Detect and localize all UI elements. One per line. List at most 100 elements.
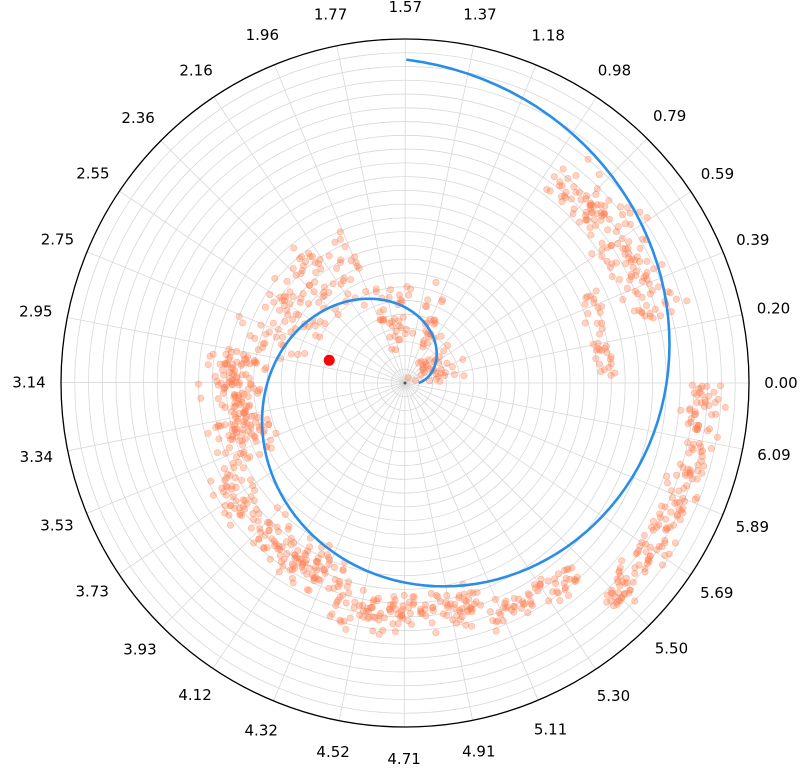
scatter-point: [583, 293, 591, 301]
scatter-point: [331, 576, 339, 584]
scatter-point: [686, 469, 694, 477]
scatter-point: [572, 188, 580, 196]
scatter-point: [636, 258, 644, 266]
scatter-point: [206, 352, 214, 360]
scatter-point: [556, 597, 564, 605]
scatter-point: [430, 317, 438, 325]
scatter-point: [562, 188, 570, 196]
scatter-point: [311, 564, 319, 572]
scatter-point: [626, 586, 634, 594]
scatter-point: [303, 570, 311, 578]
scatter-point: [305, 249, 313, 257]
scatter-point: [328, 610, 336, 618]
scatter-point: [439, 610, 447, 618]
scatter-point: [249, 482, 257, 490]
scatter-point: [223, 361, 231, 369]
scatter-point: [374, 594, 382, 602]
scatter-point: [497, 611, 505, 619]
scatter-point: [304, 300, 312, 308]
scatter-point: [306, 253, 314, 261]
scatter-point: [251, 434, 259, 442]
scatter-point: [695, 440, 703, 448]
scatter-point: [648, 523, 656, 531]
scatter-point: [369, 627, 377, 635]
scatter-point: [434, 372, 442, 380]
angular-gridline: [404, 138, 648, 384]
scatter-point: [419, 365, 427, 373]
scatter-point: [419, 340, 427, 348]
scatter-point: [659, 561, 667, 569]
scatter-point: [661, 536, 669, 544]
scatter-point: [605, 363, 613, 371]
scatter-point: [590, 295, 598, 303]
scatter-point: [291, 551, 299, 559]
scatter-point: [278, 543, 286, 551]
scatter-point: [252, 359, 260, 367]
scatter-point: [380, 315, 388, 323]
scatter-point: [312, 557, 320, 565]
scatter-point: [231, 504, 239, 512]
scatter-point: [677, 406, 685, 414]
scatter-point: [274, 545, 282, 553]
scatter-point: [339, 567, 347, 575]
scatter-point: [606, 263, 614, 271]
scatter-point: [204, 429, 212, 437]
scatter-point: [515, 595, 523, 603]
scatter-point: [588, 250, 596, 258]
scatter-point: [234, 399, 242, 407]
scatter-point: [586, 224, 594, 232]
scatter-point: [426, 377, 434, 385]
scatter-point: [615, 597, 623, 605]
scatter-point: [573, 573, 581, 581]
scatter-point: [590, 216, 598, 224]
scatter-point: [316, 318, 324, 326]
scatter-point: [581, 300, 589, 308]
scatter-point: [283, 277, 291, 285]
scatter-point: [627, 258, 635, 266]
angle-tick-label: 0.79: [653, 107, 686, 125]
scatter-point: [226, 471, 234, 479]
scatter-point: [385, 605, 393, 613]
scatter-point: [228, 435, 236, 443]
scatter-point: [561, 194, 569, 202]
scatter-point: [251, 418, 259, 426]
scatter-point: [330, 584, 338, 592]
scatter-point: [235, 379, 243, 387]
scatter-point: [301, 559, 309, 567]
scatter-point: [244, 455, 252, 463]
scatter-point: [290, 244, 298, 252]
scatter-point: [593, 319, 601, 327]
scatter-point: [276, 306, 284, 314]
scatter-point: [259, 344, 267, 352]
scatter-point: [387, 601, 395, 609]
scatter-point: [233, 428, 241, 436]
scatter-point: [226, 353, 234, 361]
scatter-point: [240, 448, 248, 456]
scatter-point: [241, 415, 249, 423]
scatter-point: [587, 208, 595, 216]
scatter-point: [661, 551, 669, 559]
scatter-point: [603, 349, 611, 357]
scatter-point: [194, 380, 202, 388]
scatter-point: [636, 542, 644, 550]
scatter-point: [619, 245, 627, 253]
scatter-point: [226, 521, 234, 529]
scatter-point: [312, 332, 320, 340]
angle-tick-label: 3.73: [76, 583, 109, 601]
scatter-point: [581, 319, 589, 327]
scatter-point: [653, 523, 661, 531]
scatter-point: [618, 211, 626, 219]
scatter-point: [552, 580, 560, 588]
scatter-point: [275, 568, 283, 576]
scatter-point: [292, 554, 300, 562]
scatter-point: [221, 403, 229, 411]
scatter-point: [385, 319, 393, 327]
scatter-point: [608, 241, 616, 249]
scatter-point: [277, 558, 285, 566]
scatter-point: [343, 583, 351, 591]
scatter-point: [604, 226, 612, 234]
angular-gridline: [404, 191, 692, 384]
scatter-point: [592, 287, 600, 295]
scatter-point: [620, 590, 628, 598]
scatter-point: [697, 448, 705, 456]
